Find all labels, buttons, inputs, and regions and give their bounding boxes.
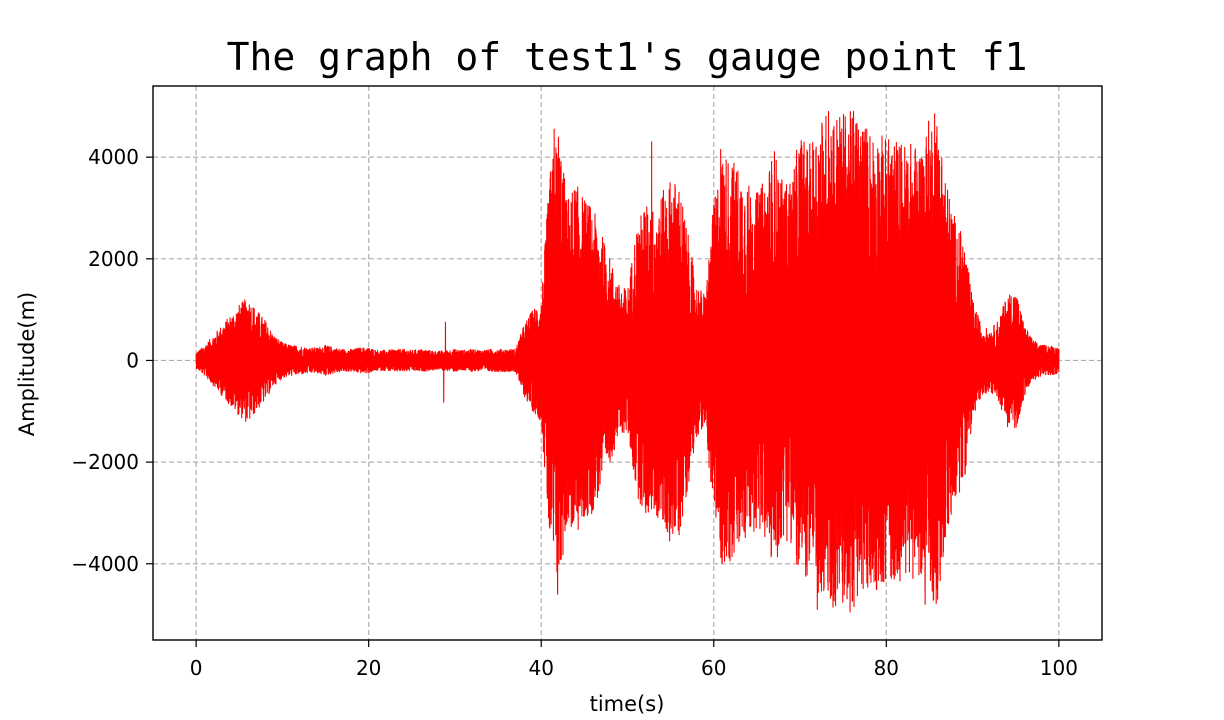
x-tick-label: 100 [1040,656,1078,680]
x-tick-label: 80 [874,656,899,680]
y-axis-label: Amplitude(m) [15,292,39,436]
y-tick-label: −4000 [71,552,139,576]
y-axis: 4000 2000 0 −2000 −4000 [71,145,153,576]
y-tick-label: 2000 [88,247,139,271]
x-axis-label: time(s) [590,692,665,716]
plot-frame [152,85,1103,641]
x-tick-label: 0 [190,656,203,680]
y-tick-label: 4000 [88,145,139,169]
x-tick-label: 40 [529,656,554,680]
x-tick-label: 60 [701,656,726,680]
y-tick-label: 0 [126,348,139,372]
plot-area [195,110,1060,613]
x-tick-label: 20 [356,656,381,680]
series-line [195,110,1060,613]
x-axis: 0 20 40 60 80 100 [190,640,1078,680]
chart-title: The graph of test1's gauge point f1 [227,35,1028,79]
y-tick-label: −2000 [71,450,139,474]
